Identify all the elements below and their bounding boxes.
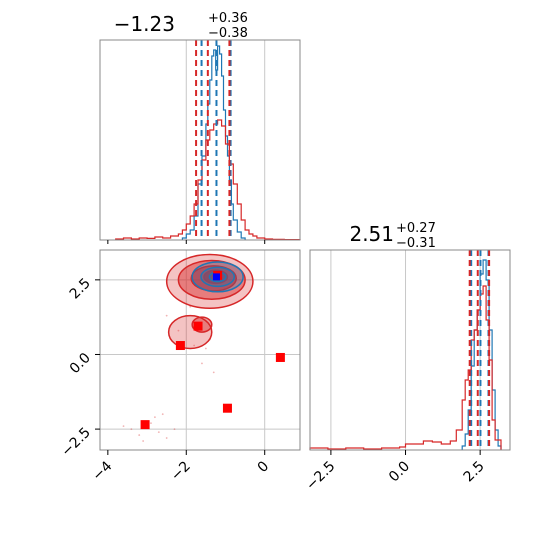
bl-red-marker-3 — [275, 352, 285, 362]
bl-scatter-point-5 — [165, 437, 168, 439]
tl-series-blue-0 — [181, 45, 246, 240]
bl-scatter-point-4 — [122, 425, 125, 428]
bl-scatter-point-1 — [138, 434, 141, 436]
br-xtick-label-2: 2.5 — [461, 458, 488, 485]
bl-red-marker-1 — [193, 321, 203, 331]
tl-series-red-1 — [115, 119, 301, 241]
bl-red-marker-0 — [175, 341, 185, 351]
top-left-title-sub: −0.38 — [208, 26, 248, 41]
bl-scatter-point-13 — [177, 329, 180, 332]
bl-red-marker-4 — [222, 403, 232, 413]
bl-scatter-point-17 — [161, 413, 164, 416]
bl-scatter-point-6 — [154, 416, 156, 419]
br-xtick-label-1: 0.0 — [386, 458, 413, 485]
bottom-right-title-sub: −0.31 — [396, 236, 436, 251]
bl-scatter-point-3 — [157, 431, 160, 433]
bl-ytick-label-2: −2.5 — [58, 425, 93, 460]
bl-scatter-point-7 — [142, 440, 145, 442]
br-series-red-1 — [309, 285, 502, 450]
top-left-histogram-panel — [99, 39, 301, 244]
bl-scatter-point-11 — [201, 362, 203, 365]
bl-ytick-label-1: 0.0 — [67, 350, 94, 377]
tl-frame — [99, 39, 301, 241]
bl-red-marker-5 — [140, 420, 150, 430]
bl-scatter-point-2 — [150, 422, 152, 425]
bl-ytick-label-0: 2.5 — [67, 275, 94, 302]
bottom-left-contour-panel: −4 −2 0 2.5 0.0 −2.5 — [58, 249, 301, 484]
top-left-title-sup: +0.36 — [208, 11, 248, 26]
bl-scatter-point-0 — [130, 428, 133, 431]
br-frame — [309, 249, 511, 451]
br-xtick-label-0: −2.5 — [303, 458, 338, 493]
bottom-right-title-sup: +0.27 — [396, 221, 436, 236]
bottom-right-histogram-panel: −2.5 0.0 2.5 — [303, 249, 511, 494]
bottom-right-title-main: 2.51 — [349, 222, 394, 246]
bl-frame — [99, 249, 301, 451]
br-series-blue-0 — [461, 259, 502, 450]
bl-blue-marker — [212, 273, 220, 281]
bl-xtick-label-2: 0 — [255, 458, 273, 476]
bl-scatter-point-15 — [165, 314, 168, 317]
bl-xtick-label-0: −4 — [90, 458, 116, 484]
bl-scatter-point-8 — [173, 428, 176, 431]
bl-scatter-point-10 — [204, 347, 207, 350]
bl-scatter-point-12 — [212, 371, 215, 374]
bl-xtick-label-1: −2 — [168, 458, 194, 484]
bl-scatter-point-9 — [193, 344, 196, 347]
top-left-title-main: −1.23 — [114, 12, 175, 36]
